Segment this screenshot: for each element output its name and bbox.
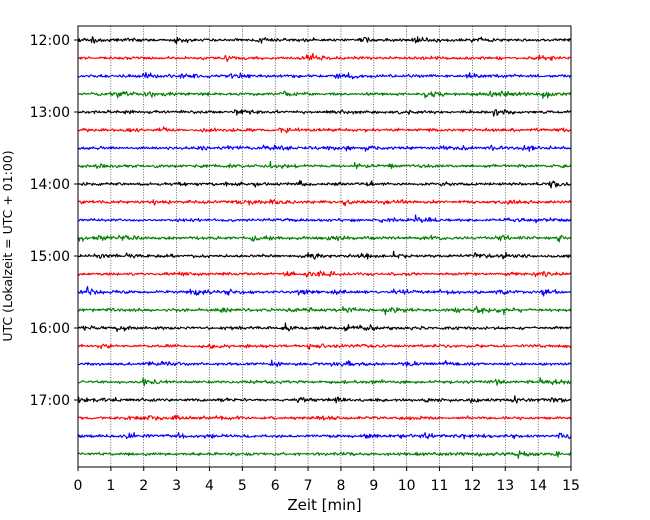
- seismogram-trace: [77, 179, 572, 189]
- seismogram-trace: [77, 214, 572, 224]
- seismogram-trace: [77, 322, 572, 333]
- x-tick-label: 2: [139, 478, 148, 494]
- seismogram-trace: [77, 198, 572, 207]
- seismogram-trace: [77, 450, 572, 460]
- seismogram-trace: [77, 395, 572, 404]
- seismogram-trace: [77, 109, 572, 117]
- seismogram-trace: [77, 126, 572, 134]
- x-tick-label: 3: [172, 478, 181, 494]
- y-tick-label: 12:00: [30, 33, 70, 49]
- x-axis-ticks: 0 1 2 3 4 5 6 7 8 9 10 11 12 13 14 15: [74, 467, 580, 494]
- seismogram-traces: [77, 36, 572, 460]
- x-grid-lines: [110, 26, 539, 467]
- seismogram-trace: [77, 359, 572, 368]
- seismogram-trace: [77, 305, 572, 316]
- seismogram-trace: [77, 71, 572, 80]
- seismogram-trace: [77, 234, 572, 243]
- x-tick-label: 4: [205, 478, 214, 494]
- y-tick-label: 16:00: [30, 321, 70, 337]
- x-tick-label: 0: [74, 478, 83, 494]
- y-tick-label: 17:00: [30, 393, 70, 409]
- plot-frame: [77, 25, 572, 468]
- seismogram-trace: [77, 52, 572, 63]
- x-tick-label: 14: [529, 478, 547, 494]
- seismogram-trace: [77, 144, 572, 152]
- x-tick-label: 10: [398, 478, 416, 494]
- seismogram-trace: [77, 250, 572, 260]
- seismogram-trace: [77, 377, 572, 387]
- seismogram-trace: [77, 414, 572, 421]
- x-tick-label: 1: [106, 478, 115, 494]
- x-tick-label: 8: [336, 478, 345, 494]
- x-tick-label: 11: [431, 478, 449, 494]
- x-tick-label: 6: [271, 478, 280, 494]
- x-tick-label: 15: [562, 478, 580, 494]
- seismogram-trace: [77, 285, 572, 297]
- x-axis-label: Zeit [min]: [287, 496, 361, 514]
- x-tick-label: 12: [463, 478, 481, 494]
- y-tick-label: 13:00: [30, 105, 70, 121]
- seismogram-trace: [77, 270, 572, 278]
- x-tick-label: 13: [496, 478, 514, 494]
- y-tick-label: 14:00: [30, 177, 70, 193]
- y-tick-label: 15:00: [30, 249, 70, 265]
- y-axis-ticks: 12:00 13:00 14:00 15:00 16:00 17:00: [30, 33, 78, 409]
- x-tick-label: 9: [369, 478, 378, 494]
- seismogram-trace: [77, 36, 572, 44]
- seismogram-trace: [77, 90, 572, 99]
- seismogram-trace: [77, 431, 572, 440]
- seismogram-trace: [77, 160, 572, 170]
- x-tick-label: 5: [238, 478, 247, 494]
- x-tick-label: 7: [304, 478, 313, 494]
- y-axis-label: UTC (Lokalzeit = UTC + 01:00): [0, 150, 15, 341]
- seismogram-trace: [77, 343, 572, 350]
